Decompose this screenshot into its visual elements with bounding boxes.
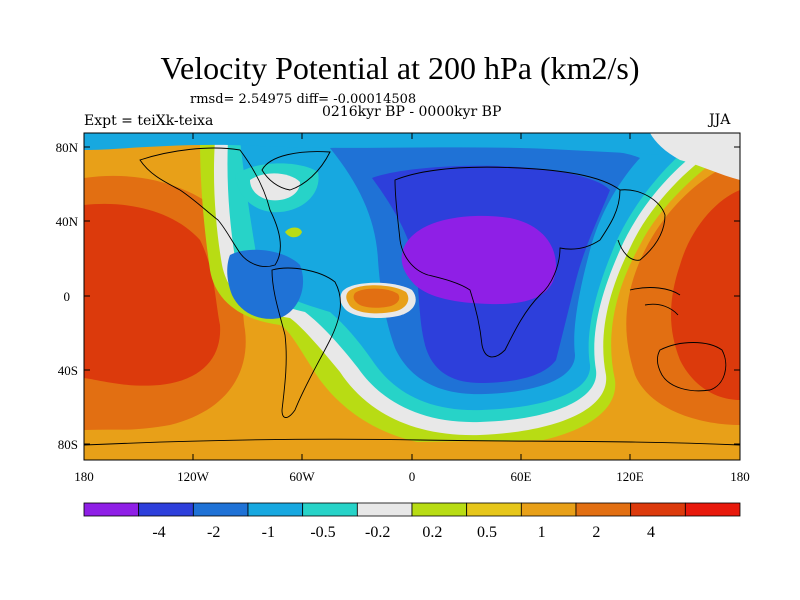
colorbar-label: -2 [207, 524, 220, 541]
arctic-negative-band [84, 133, 740, 156]
lon-tick-label: 60E [511, 469, 532, 484]
coastlines [84, 147, 740, 446]
subtitle-text: 0216kyr BP - 0000kyr BP [322, 104, 502, 120]
colorbar-swatch [83, 502, 140, 517]
lon-ticks [192, 133, 631, 460]
pacific-positive-west-core [84, 203, 221, 386]
pacific-positive-east-core [671, 190, 740, 400]
lon-tick-label: 180 [74, 469, 94, 484]
colorbar-swatch [630, 502, 686, 517]
colorbar-label: -1 [262, 524, 275, 541]
lon-tick-label: 120E [616, 469, 644, 484]
colorbar-label: 0.2 [422, 524, 442, 541]
atlantic-blob-core [353, 288, 400, 308]
lon-tick-label: 0 [409, 469, 416, 484]
lon-tick-label: 60W [289, 469, 315, 484]
lat-tick-label: 80N [56, 140, 79, 155]
lat-ticks [84, 146, 740, 445]
atlantic-small-positive [285, 227, 302, 238]
negative-core [401, 215, 556, 305]
colorbar-swatch [247, 502, 304, 517]
colorbar-label: -0.5 [310, 524, 335, 541]
colorbar-swatch [520, 502, 577, 517]
colorbar-swatch [302, 502, 358, 517]
lat-tick-label: 80S [58, 437, 78, 452]
colorbar: -4 -2 -1 -0.5 -0.2 0.2 0.5 1 2 4 [83, 502, 741, 541]
lon-tick-label: 180 [730, 469, 750, 484]
arctic-neutral-east [650, 133, 740, 180]
colorbar-label: 0.5 [477, 524, 497, 541]
lat-tick-label: 0 [64, 289, 71, 304]
colorbar-label: -4 [152, 524, 165, 541]
plot-title: Velocity Potential at 200 hPa (km2/s) [160, 50, 640, 86]
stats-text: rmsd= 2.54975 diff= -0.00014508 [190, 92, 417, 107]
colorbar-swatch [356, 502, 413, 517]
colorbar-swatch [684, 502, 741, 517]
lon-tick-label: 120W [177, 469, 210, 484]
colorbar-swatch [466, 502, 522, 517]
colorbar-label: -0.2 [365, 524, 390, 541]
southern-ocean-band [84, 429, 740, 460]
lat-tick-label: 40S [58, 363, 78, 378]
map-field [84, 133, 740, 460]
colorbar-swatch [575, 502, 632, 517]
colorbar-label: 1 [538, 524, 546, 541]
colorbar-swatch [138, 502, 194, 517]
colorbar-label: 4 [647, 524, 655, 541]
lat-tick-label: 40N [56, 214, 79, 229]
north-atlantic-neutral [250, 173, 300, 201]
colorbar-swatch [192, 502, 249, 517]
caribbean-negative [227, 249, 304, 319]
colorbar-swatch [411, 502, 468, 517]
experiment-label: Expt = teiXk-teixa [84, 113, 214, 129]
season-label: JJA [709, 112, 731, 128]
colorbar-label: 2 [592, 524, 600, 541]
